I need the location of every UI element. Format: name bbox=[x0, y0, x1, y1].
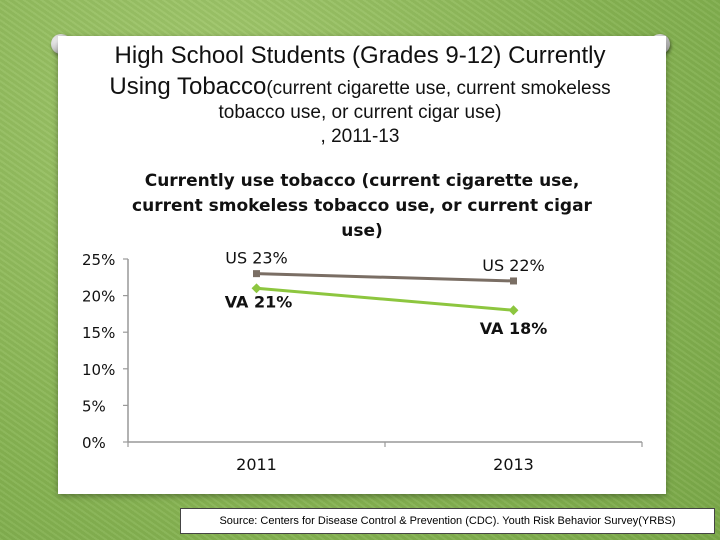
data-label-va: VA 18% bbox=[480, 319, 548, 338]
chart-series bbox=[251, 270, 519, 316]
y-tick-label: 15% bbox=[82, 324, 115, 342]
data-point-us bbox=[253, 270, 260, 278]
y-tick-label: 5% bbox=[82, 397, 106, 415]
slide-title-line-2: Using Tobacco(current cigarette use, cur… bbox=[0, 73, 720, 101]
data-point-va bbox=[251, 283, 262, 294]
data-label-va: VA 21% bbox=[225, 292, 293, 311]
chart-title-line: use) bbox=[341, 221, 383, 241]
chart-axes: 0% 5% 10% 15% 20% 25% 2011 2013 bbox=[82, 251, 643, 474]
chart-title-line: current smokeless tobacco use, or curren… bbox=[132, 196, 593, 216]
source-citation: Source: Centers for Disease Control & Pr… bbox=[180, 508, 715, 534]
data-point-us bbox=[510, 277, 517, 285]
slide-card bbox=[58, 36, 666, 494]
slide-title-line-1: High School Students (Grades 9-12) Curre… bbox=[114, 42, 606, 69]
series-line-va bbox=[256, 286, 514, 312]
series-line-us bbox=[256, 272, 514, 283]
chart-title-line: Currently use tobacco (current cigarette… bbox=[145, 171, 580, 191]
slide-title-detail: (current cigarette use, current smokeles… bbox=[266, 78, 611, 99]
x-tick-label: 2011 bbox=[236, 455, 277, 474]
chart-data-labels: US 23% US 22% VA 21% VA 18% bbox=[225, 249, 548, 339]
slide-title-line-4: , 2011-13 bbox=[320, 126, 400, 147]
y-tick-label: 25% bbox=[82, 251, 115, 269]
y-tick-label: 0% bbox=[82, 434, 106, 452]
chart-title: Currently use tobacco (current cigarette… bbox=[132, 171, 593, 241]
y-tick-label: 10% bbox=[82, 361, 115, 379]
data-label-us: US 23% bbox=[225, 249, 288, 268]
slide-title-main: Using Tobacco bbox=[109, 73, 267, 100]
data-point-va bbox=[508, 305, 519, 316]
slide-title-line-3: tobacco use, or current cigar use) bbox=[218, 102, 502, 123]
y-tick-label: 20% bbox=[82, 288, 115, 306]
x-tick-label: 2013 bbox=[493, 455, 534, 474]
data-label-us: US 22% bbox=[482, 256, 545, 275]
